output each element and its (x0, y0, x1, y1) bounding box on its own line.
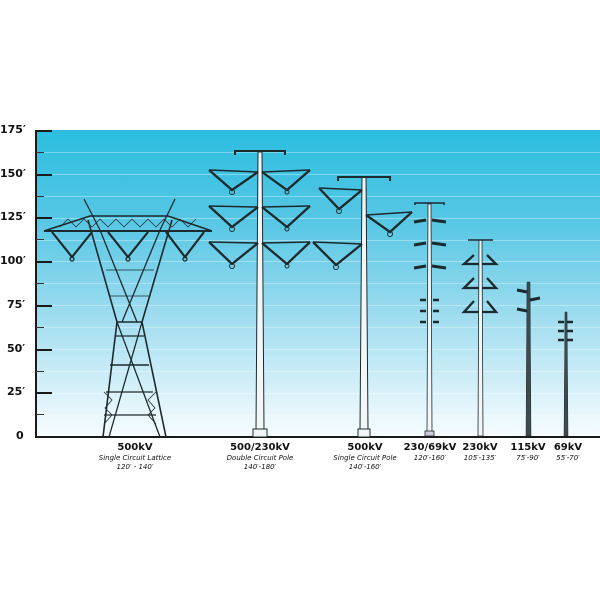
tower-label-69kv: 69kV 55′-70′ (548, 442, 588, 463)
grid-line (36, 174, 600, 175)
y-tick-major (36, 217, 52, 219)
voltage-label: 115kV (510, 442, 546, 453)
tower-label-115kv: 115kV 75′-90′ (508, 442, 548, 463)
tower-label-230kv: 230kV 105′-135′ (458, 442, 502, 463)
y-tick-minor (36, 152, 44, 153)
y-tick-major (36, 174, 52, 176)
height-range-label: 105′-135′ (463, 454, 497, 462)
voltage-label: 500kV (347, 442, 383, 453)
y-tick-minor (36, 196, 44, 197)
lattice-tower-500kv (43, 198, 213, 438)
pole-69kv (558, 311, 573, 437)
pole-230kv (461, 239, 499, 437)
type-label: Single Circuit Lattice (98, 454, 172, 462)
voltage-label: 230/69kV (403, 442, 457, 453)
y-tick-label: 25′ (7, 385, 26, 398)
height-range-label: 120′ - 140′ (116, 463, 154, 471)
y-tick-minor (36, 371, 44, 372)
grid-line (36, 196, 600, 197)
y-tick-label: 50′ (7, 342, 26, 355)
tower-label-lattice-500kv: 500kV Single Circuit Lattice 120′ - 140′ (85, 442, 185, 472)
grid-line (36, 415, 600, 416)
sky-gradient-background (36, 130, 600, 437)
grid-line (36, 327, 600, 328)
grid-line (36, 240, 600, 241)
voltage-label: 230kV (462, 442, 498, 453)
grid-line (36, 349, 600, 350)
height-range-label: 55′-70′ (556, 454, 580, 462)
voltage-label: 500kV (117, 442, 153, 453)
tower-label-230-69kv: 230/69kV 120′-160′ (403, 442, 457, 463)
y-axis (35, 130, 37, 438)
y-tick-label: 150′ (0, 167, 26, 180)
grid-line (36, 218, 600, 219)
pole-230-69kv (413, 202, 447, 437)
y-tick-minor (36, 283, 44, 284)
y-tick-label: 175′ (0, 123, 26, 136)
height-range-label: 140′-180′ (243, 463, 277, 471)
grid-line (36, 152, 600, 153)
grid-line (36, 371, 600, 372)
y-tick-major (36, 349, 52, 351)
double-circuit-pole-500-230kv (208, 150, 311, 438)
pole-115kv (516, 281, 541, 437)
voltage-label: 500/230kV (230, 442, 290, 453)
height-range-label: 75′-90′ (516, 454, 540, 462)
grid-line (36, 261, 600, 262)
height-range-label: 140′-160′ (348, 463, 382, 471)
y-tick-major (36, 261, 52, 263)
grid-line (36, 393, 600, 394)
height-range-label: 120′-160′ (413, 454, 447, 462)
tower-label-double-circuit-500-230kv: 500/230kV Double Circuit Pole 140′-180′ (210, 442, 310, 472)
y-tick-label: 100′ (0, 254, 26, 267)
type-label: Double Circuit Pole (226, 454, 294, 462)
y-tick-minor (36, 414, 44, 415)
y-tick-label: 125′ (0, 210, 26, 223)
y-tick-major (36, 392, 52, 394)
grid-line (36, 283, 600, 284)
y-tick-label: 0 (16, 429, 24, 442)
single-circuit-pole-500kv (312, 176, 413, 438)
type-label: Single Circuit Pole (333, 454, 397, 462)
grid-line (36, 305, 600, 306)
y-tick-minor (36, 327, 44, 328)
x-axis-baseline (35, 436, 600, 438)
voltage-label: 69kV (553, 442, 583, 453)
y-tick-minor (36, 239, 44, 240)
y-tick-major (36, 130, 52, 132)
tower-label-single-circuit-500kv: 500kV Single Circuit Pole 140′-160′ (320, 442, 410, 472)
y-tick-label: 75′ (7, 298, 26, 311)
y-tick-major (36, 305, 52, 307)
